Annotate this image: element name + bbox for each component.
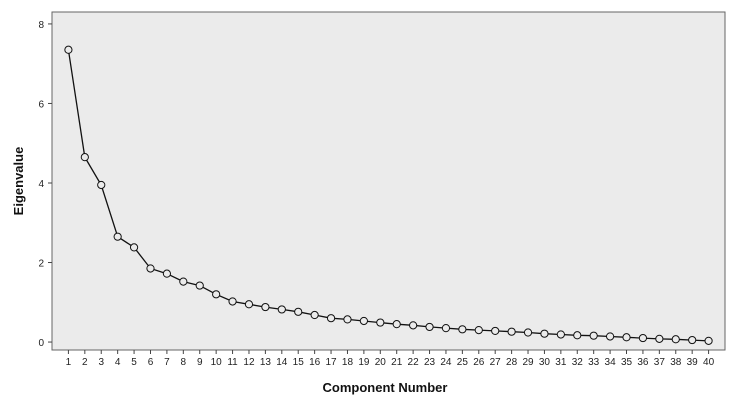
x-tick-label: 4 bbox=[115, 357, 121, 368]
series-layer bbox=[64, 45, 713, 345]
x-tick-label: 17 bbox=[325, 357, 337, 368]
data-point bbox=[195, 281, 204, 290]
x-tick-label: 27 bbox=[490, 357, 502, 368]
x-tick-label: 34 bbox=[605, 357, 617, 368]
data-point bbox=[228, 297, 237, 306]
data-point bbox=[638, 333, 648, 343]
y-axis-title: Eigenvalue bbox=[11, 147, 26, 216]
data-point bbox=[310, 310, 319, 320]
x-tick-label: 24 bbox=[440, 357, 452, 368]
data-point bbox=[261, 302, 270, 312]
x-tick-label: 18 bbox=[342, 357, 354, 368]
x-tick-label: 22 bbox=[408, 357, 420, 368]
y-axis: 0 2 4 6 8 bbox=[38, 20, 52, 349]
plot-area bbox=[51, 11, 726, 351]
data-point bbox=[294, 307, 303, 316]
x-tick-label: 40 bbox=[703, 357, 715, 368]
data-point bbox=[441, 324, 451, 333]
data-point bbox=[64, 45, 73, 54]
data-point bbox=[425, 322, 434, 332]
x-tick-label: 1 bbox=[66, 357, 72, 368]
data-point bbox=[343, 315, 352, 324]
y-tick-label: 6 bbox=[38, 99, 44, 110]
data-point bbox=[179, 277, 188, 286]
data-point bbox=[97, 180, 106, 190]
data-point bbox=[655, 334, 664, 343]
x-tick-label: 5 bbox=[131, 357, 137, 368]
data-point bbox=[688, 335, 697, 345]
data-point bbox=[605, 332, 615, 341]
x-tick-label: 6 bbox=[148, 357, 154, 368]
x-axis: 1 2 3 4 5 6 7 8 9 10 11 12 13 14 15 16 17 18 19 20 21 22 23 24 2… bbox=[66, 350, 715, 368]
data-point bbox=[359, 316, 368, 326]
x-tick-label: 11 bbox=[227, 357, 238, 368]
x-tick-label: 20 bbox=[375, 357, 387, 368]
x-tick-label: 36 bbox=[637, 357, 649, 368]
x-tick-label: 3 bbox=[98, 357, 104, 368]
data-point bbox=[277, 305, 286, 314]
x-tick-label: 30 bbox=[539, 357, 551, 368]
x-tick-label: 7 bbox=[164, 357, 170, 368]
data-point bbox=[409, 321, 418, 330]
data-point bbox=[129, 243, 139, 252]
data-point bbox=[326, 314, 336, 323]
data-point bbox=[146, 264, 155, 273]
x-tick-label: 23 bbox=[424, 357, 436, 368]
y-tick-label: 8 bbox=[38, 20, 44, 31]
x-tick-label: 35 bbox=[621, 357, 633, 368]
data-point bbox=[704, 336, 713, 345]
data-point bbox=[523, 328, 533, 337]
x-tick-label: 9 bbox=[197, 357, 203, 368]
data-point bbox=[491, 326, 500, 336]
series-line bbox=[67, 49, 709, 342]
x-tick-label: 28 bbox=[506, 357, 518, 368]
x-tick-label: 19 bbox=[358, 357, 370, 368]
x-tick-label: 15 bbox=[293, 357, 305, 368]
x-tick-label: 31 bbox=[555, 357, 567, 368]
x-tick-label: 10 bbox=[211, 357, 223, 368]
data-point bbox=[113, 232, 122, 241]
x-tick-label: 16 bbox=[309, 357, 321, 368]
x-tick-label: 38 bbox=[670, 357, 682, 368]
data-point bbox=[573, 331, 582, 340]
data-point bbox=[474, 326, 483, 335]
x-tick-label: 33 bbox=[588, 357, 600, 368]
x-tick-label: 39 bbox=[687, 357, 699, 368]
data-point bbox=[507, 327, 516, 336]
data-point bbox=[80, 153, 89, 162]
data-point bbox=[376, 318, 385, 327]
data-point bbox=[540, 329, 549, 338]
x-tick-label: 37 bbox=[654, 357, 666, 368]
data-point bbox=[589, 331, 598, 340]
x-tick-label: 12 bbox=[243, 357, 255, 368]
x-tick-label: 32 bbox=[572, 357, 584, 368]
y-tick-label: 2 bbox=[38, 259, 44, 270]
data-point bbox=[622, 333, 631, 342]
data-point bbox=[162, 269, 172, 278]
x-tick-label: 8 bbox=[181, 357, 187, 368]
data-point bbox=[212, 290, 221, 299]
x-tick-label: 14 bbox=[276, 357, 288, 368]
y-tick-label: 4 bbox=[38, 179, 44, 190]
y-tick-label: 0 bbox=[38, 338, 44, 349]
data-point bbox=[244, 300, 254, 309]
x-tick-label: 25 bbox=[457, 357, 469, 368]
data-point bbox=[556, 330, 565, 339]
x-tick-label: 13 bbox=[260, 357, 272, 368]
data-point bbox=[671, 335, 680, 344]
data-point bbox=[458, 325, 467, 334]
x-tick-label: 2 bbox=[82, 357, 88, 368]
x-axis-title: Component Number bbox=[323, 380, 448, 395]
data-point bbox=[392, 320, 401, 329]
x-tick-label: 21 bbox=[391, 357, 403, 368]
x-tick-label: 29 bbox=[522, 357, 534, 368]
x-tick-label: 26 bbox=[473, 357, 485, 368]
